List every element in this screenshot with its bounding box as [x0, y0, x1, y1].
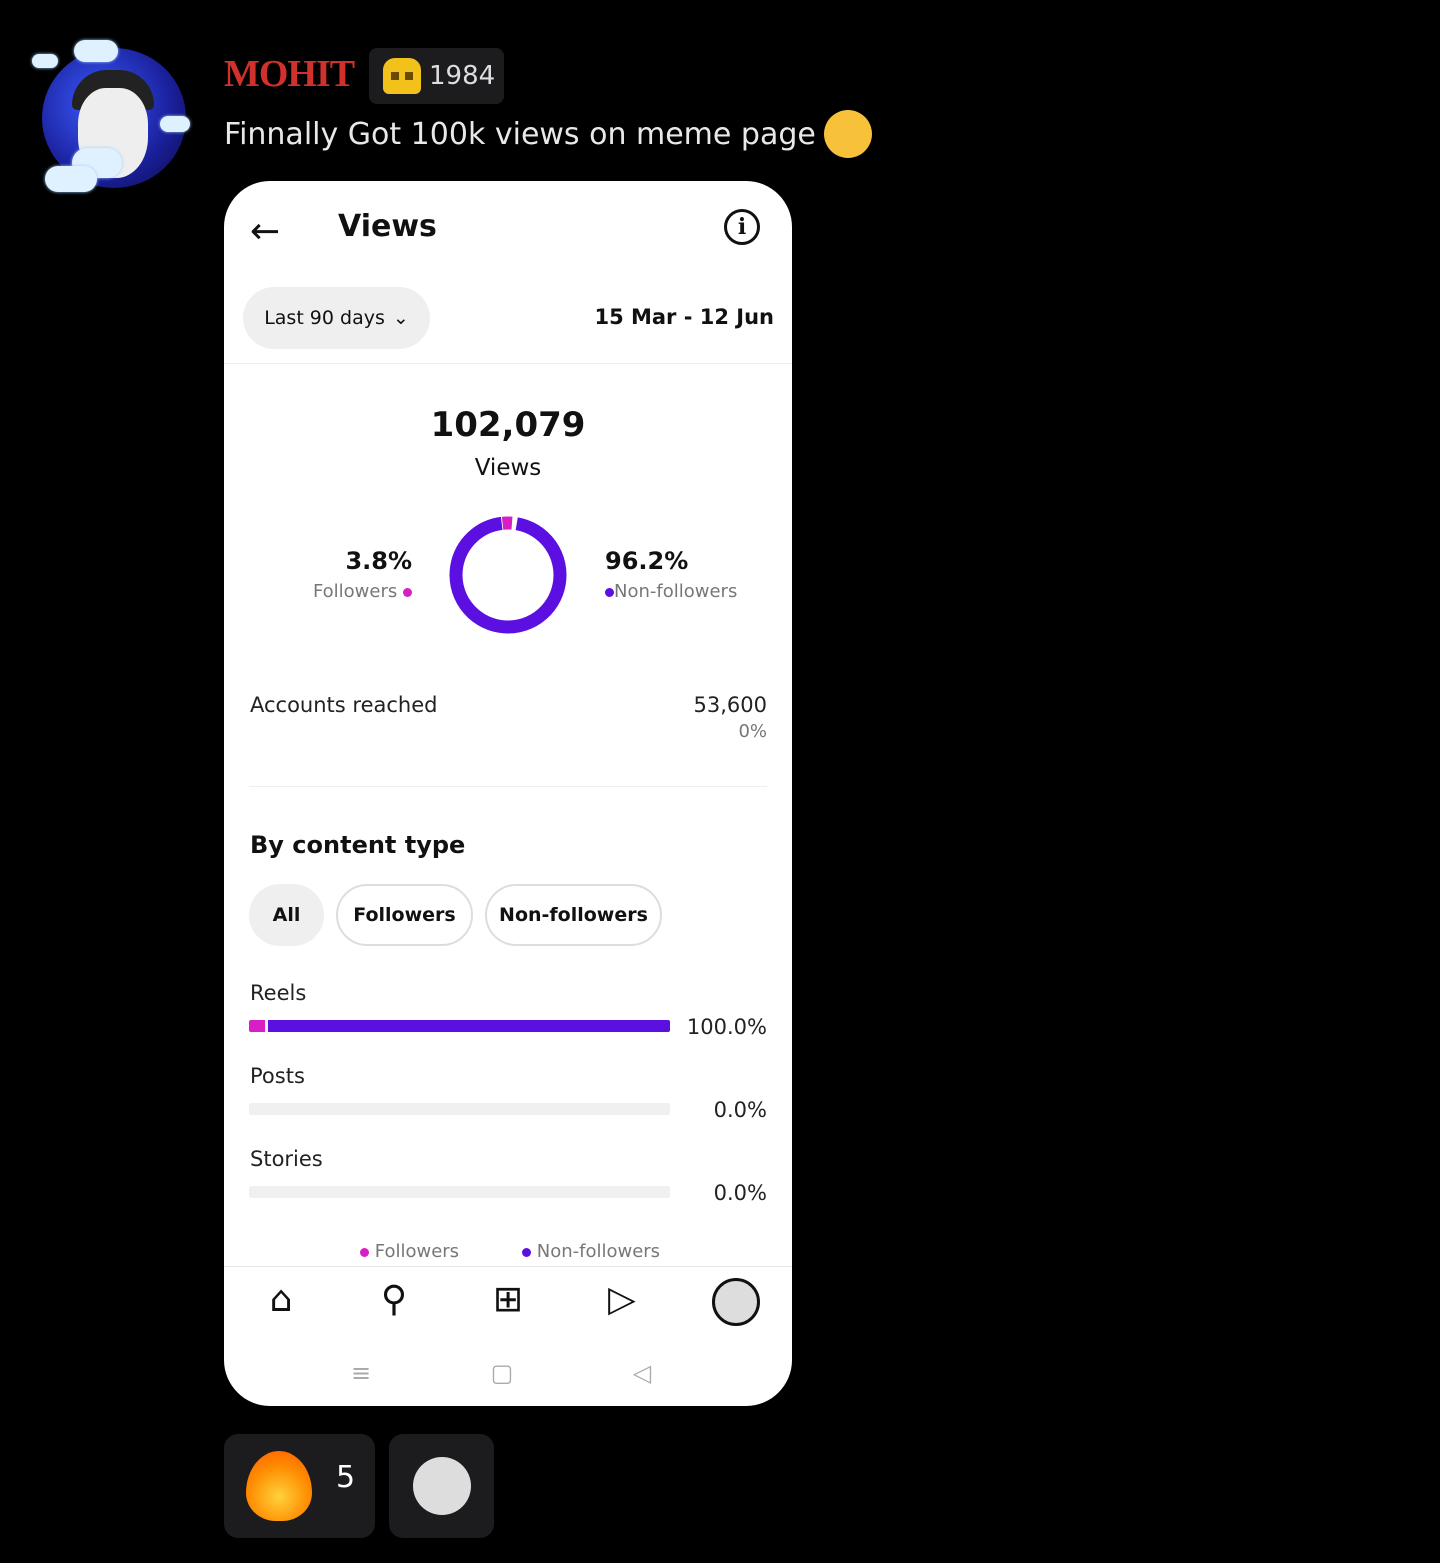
menu-icon[interactable]: ≡	[350, 1359, 372, 1387]
divider	[224, 1266, 792, 1267]
bar-reels-followers	[249, 1020, 265, 1032]
skull-icon	[383, 58, 421, 94]
row-pct-posts: 0.0%	[713, 1098, 767, 1122]
accounts-reached-label: Accounts reached	[250, 693, 438, 717]
row-label-reels: Reels	[250, 981, 307, 1005]
add-reaction-icon	[412, 1457, 471, 1515]
home-square-icon[interactable]: ▢	[490, 1359, 514, 1387]
divider	[224, 363, 792, 364]
nonfollowers-legend: Non-followers	[605, 581, 737, 602]
total-views: 102,079	[430, 405, 586, 445]
cloud-decoration	[32, 54, 58, 68]
range-label: Last 90 days	[264, 307, 385, 329]
date-range: 15 Mar - 12 Jun	[594, 305, 774, 329]
cloud-decoration	[160, 116, 190, 132]
add-reaction-button[interactable]	[389, 1434, 494, 1538]
legend-nonfollowers: Non-followers	[522, 1241, 660, 1262]
reaction-fire[interactable]: 5	[224, 1434, 375, 1538]
bar-reels-nonfollowers	[267, 1020, 670, 1032]
filter-all[interactable]: All	[249, 884, 324, 946]
info-icon[interactable]: i	[724, 209, 760, 245]
followers-legend: Followers	[313, 581, 412, 602]
legend-followers: Followers	[360, 1241, 459, 1262]
home-icon[interactable]: ⌂	[269, 1279, 293, 1320]
followers-percent: 3.8%	[345, 547, 412, 575]
filter-nonfollowers[interactable]: Non-followers	[485, 884, 662, 946]
row-label-stories: Stories	[250, 1147, 323, 1171]
legend-dot	[522, 1247, 531, 1257]
user-tag[interactable]: 1984	[369, 48, 504, 104]
username[interactable]: MOHIT	[224, 53, 355, 95]
followers-dot	[403, 587, 412, 597]
search-icon[interactable]: ⚲	[380, 1279, 408, 1320]
reels-icon[interactable]: ▷	[608, 1279, 636, 1320]
legend-label: Non-followers	[536, 1241, 661, 1262]
reaction-count: 5	[336, 1459, 356, 1495]
bar-posts	[249, 1103, 670, 1115]
row-pct-reels: 100.0%	[686, 1015, 767, 1039]
bar-stories	[249, 1186, 670, 1198]
donut-chart	[449, 516, 567, 634]
message-text: Finnally Got 100k views on meme page	[224, 116, 816, 152]
attachment-image[interactable]: ← Views i Last 90 days ⌄ 15 Mar - 12 Jun …	[224, 181, 792, 1406]
followers-label: Followers	[312, 581, 398, 602]
nonfollowers-dot	[605, 587, 614, 597]
date-range-dropdown[interactable]: Last 90 days ⌄	[243, 287, 430, 349]
legend-label: Followers	[374, 1241, 460, 1262]
fire-emoji	[246, 1451, 312, 1521]
row-pct-stories: 0.0%	[713, 1181, 767, 1205]
chevron-down-icon: ⌄	[392, 307, 409, 329]
accounts-reached-change: 0%	[738, 721, 767, 742]
profile-avatar-icon[interactable]	[712, 1278, 760, 1326]
back-arrow-icon[interactable]: ←	[250, 211, 281, 252]
filter-followers[interactable]: Followers	[336, 884, 473, 946]
section-title: By content type	[250, 831, 466, 859]
divider	[249, 786, 767, 787]
create-icon[interactable]: ⊞	[492, 1279, 524, 1320]
page-title: Views	[338, 209, 437, 244]
bar-reels	[249, 1020, 670, 1032]
nonfollowers-label: Non-followers	[614, 581, 738, 602]
cloud-decoration	[45, 166, 97, 192]
legend-dot	[360, 1247, 369, 1257]
back-triangle-icon[interactable]: ◁	[632, 1359, 652, 1387]
nonfollowers-percent: 96.2%	[605, 547, 689, 575]
relieved-face-emoji	[823, 110, 872, 158]
tag-text: 1984	[429, 61, 496, 91]
message-text-row: Finnally Got 100k views on meme page	[224, 110, 872, 158]
cloud-decoration	[74, 40, 118, 62]
row-label-posts: Posts	[250, 1064, 305, 1088]
total-views-label: Views	[474, 455, 542, 481]
donut-segment-nonfollowers	[449, 516, 567, 634]
accounts-reached-value: 53,600	[693, 693, 767, 717]
